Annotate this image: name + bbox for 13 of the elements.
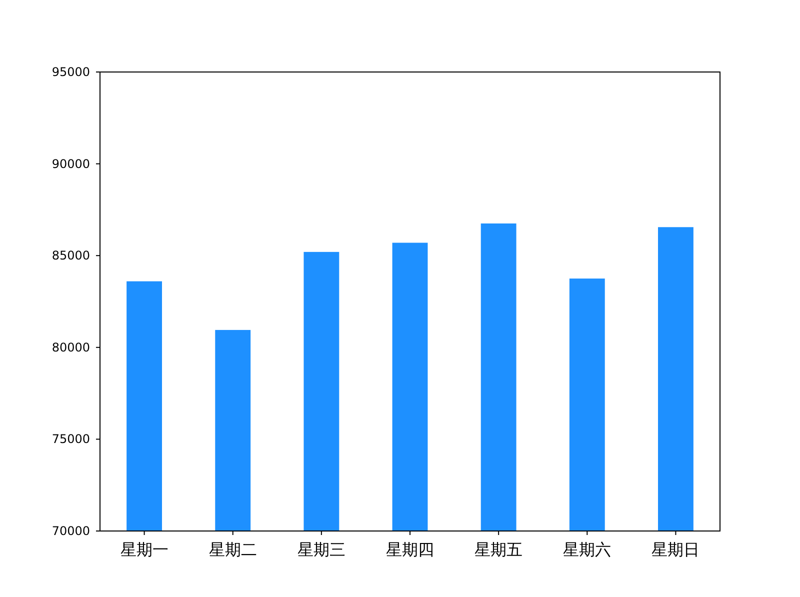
y-tick-label: 90000 — [52, 156, 90, 171]
y-tick-label: 85000 — [52, 248, 90, 263]
x-tick-label: 星期日 — [652, 540, 700, 559]
x-tick-label: 星期五 — [474, 540, 523, 559]
x-tick-label: 星期二 — [208, 540, 257, 559]
x-tick-label: 星期三 — [297, 540, 346, 559]
y-tick-label: 80000 — [52, 340, 90, 354]
y-tick-label: 95000 — [52, 65, 90, 79]
x-tick-label: 星期六 — [563, 540, 612, 559]
x-tick-label: 星期四 — [386, 540, 434, 559]
y-tick-label: 70000 — [52, 524, 90, 538]
x-tick-label: 星期一 — [120, 540, 168, 559]
y-tick-label: 75000 — [52, 432, 90, 446]
